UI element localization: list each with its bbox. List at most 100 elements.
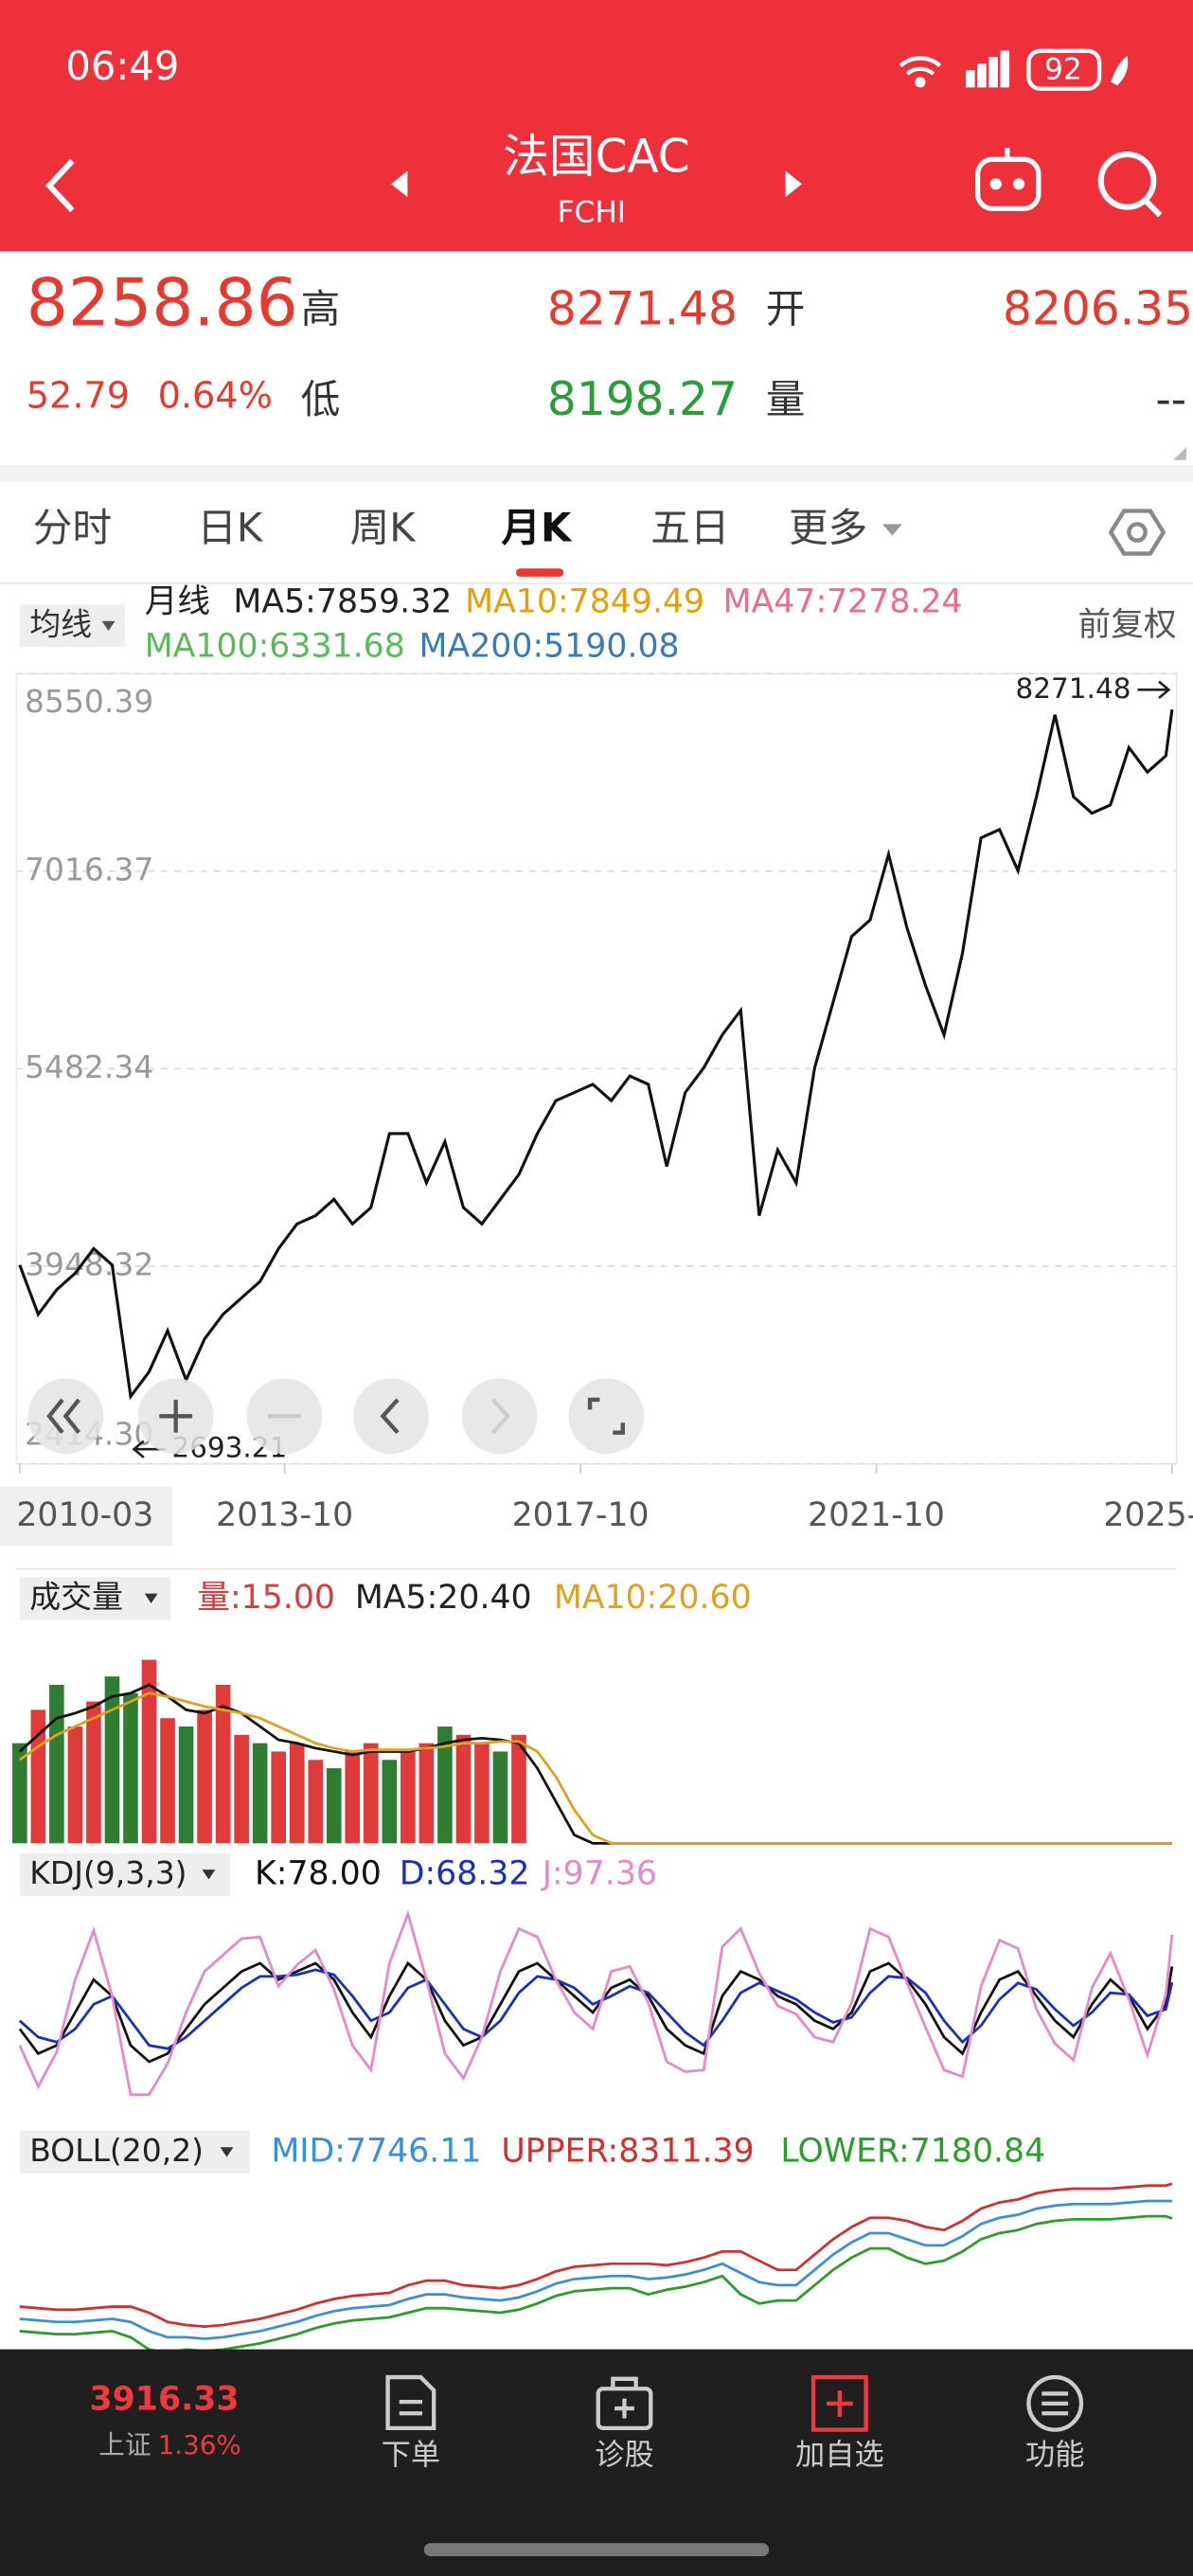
- volume-bar: [271, 1751, 286, 1844]
- volume-bar: [308, 1760, 324, 1844]
- last-price: 8258.86: [27, 265, 298, 341]
- nav-item[interactable]: 加自选: [795, 2438, 884, 2472]
- tab-active[interactable]: 月K: [501, 504, 573, 550]
- next-index[interactable]: [785, 170, 802, 198]
- volume-bar: [474, 1743, 490, 1844]
- selector-bg[interactable]: [19, 2130, 250, 2174]
- volume-bar: [141, 1659, 157, 1844]
- volume-bar: [67, 1726, 83, 1844]
- settings-button[interactable]: [1108, 509, 1166, 556]
- search-button[interactable]: [1097, 152, 1163, 218]
- volume-bar: [178, 1726, 194, 1844]
- indicator-line: [19, 2214, 1173, 2354]
- ma-item: MA200:5190.08: [419, 627, 680, 665]
- tab-bar: 分时 日K 周K 月K 五日 更多: [33, 504, 868, 550]
- control-icons: [46, 1397, 625, 1435]
- indicator-selector[interactable]: 成交量: [29, 1578, 123, 1615]
- corner-mark: [1173, 446, 1187, 460]
- tab[interactable]: 分时: [33, 504, 112, 550]
- tab[interactable]: 五日: [650, 504, 729, 550]
- nav-item[interactable]: 诊股: [595, 2438, 653, 2472]
- y-tick-label: 7016.37: [25, 850, 153, 887]
- nav-icons: [385, 2374, 1084, 2432]
- more-caret: [881, 524, 902, 536]
- x-tick-label: 2025-10: [1103, 1496, 1193, 1534]
- page-subtitle: FCHI: [558, 196, 626, 230]
- volume-bar: [289, 1743, 305, 1844]
- open-label: 开: [766, 286, 806, 332]
- arrow: [1137, 680, 1171, 700]
- volume-bar: [345, 1751, 361, 1844]
- caret: [220, 2147, 234, 2157]
- selector-bg[interactable]: [19, 1577, 171, 1620]
- volume-value: --: [1155, 374, 1186, 424]
- nav-item[interactable]: 功能: [1025, 2438, 1084, 2472]
- volume-bar: [12, 1743, 27, 1844]
- legend-item: MA10:20.60: [554, 1579, 752, 1617]
- index-name: 上证: [98, 2429, 151, 2460]
- legend-item: MA5:20.40: [355, 1579, 532, 1617]
- ma-item: MA10:7849.49: [465, 583, 704, 621]
- legend-item: J:97.36: [541, 1854, 657, 1892]
- home-indicator: [423, 2543, 770, 2557]
- high-value: 8271.48: [547, 283, 738, 336]
- page-title: 法国CAC: [503, 130, 689, 183]
- x-tick-label: 2013-10: [216, 1496, 353, 1534]
- clock: 06:49: [65, 43, 179, 89]
- ma-period: 月线: [145, 583, 210, 621]
- control[interactable]: [353, 1378, 429, 1455]
- control[interactable]: [568, 1378, 645, 1455]
- y-tick-label: 3948.32: [25, 1246, 153, 1283]
- ma-line: [19, 1691, 1172, 1845]
- ma-item: MA100:6331.68: [145, 627, 405, 665]
- legend-item: LOWER:7180.84: [780, 2132, 1045, 2170]
- volume-bar: [49, 1684, 64, 1844]
- plots: 8550.397016.375482.343948.322414.302010-…: [12, 672, 1193, 2354]
- nav-item[interactable]: 下单: [382, 2438, 440, 2472]
- volume-bar: [86, 1701, 101, 1844]
- back-button[interactable]: [45, 158, 75, 213]
- indicator-line: [19, 2182, 1173, 2328]
- high-label: 高: [301, 286, 341, 332]
- y-tick-label: 8550.39: [25, 683, 153, 720]
- price-line: [18, 708, 1174, 1401]
- volume-bar: [104, 1676, 120, 1844]
- extreme-label: 8271.48: [1016, 672, 1131, 705]
- indicator-line: [18, 1909, 1174, 2097]
- volume-bar: [511, 1734, 526, 1844]
- volume-bar: [326, 1768, 342, 1844]
- tab[interactable]: 日K: [197, 504, 264, 550]
- assistant-button[interactable]: [975, 148, 1042, 211]
- change: 52.79: [27, 375, 130, 417]
- ma-item: MA47:7278.24: [723, 583, 963, 621]
- status-icons: [899, 48, 1129, 91]
- tab-more[interactable]: 更多: [789, 504, 867, 550]
- legend-item: UPPER:8311.39: [501, 2132, 754, 2170]
- y-tick-label: 5482.34: [25, 1048, 153, 1085]
- tab[interactable]: 周K: [350, 504, 418, 550]
- volume-bar: [160, 1718, 175, 1844]
- control[interactable]: [461, 1378, 538, 1455]
- tab-indicator: [515, 568, 564, 577]
- volume-bar: [363, 1743, 379, 1844]
- battery-level: 92: [1044, 53, 1082, 87]
- selector-bg[interactable]: [19, 1852, 230, 1896]
- ma-selector[interactable]: 均线: [29, 605, 92, 642]
- ma-item: MA5:7859.32: [233, 583, 452, 621]
- legend-item: 量:15.00: [197, 1579, 335, 1617]
- bottom-nav: [0, 2349, 1193, 2576]
- low-value: 8198.27: [547, 373, 738, 426]
- indicator-selector[interactable]: KDJ(9,3,3): [29, 1854, 187, 1891]
- indicator-selector[interactable]: BOLL(20,2): [29, 2132, 204, 2169]
- prev-index[interactable]: [391, 170, 408, 198]
- caret: [101, 620, 116, 632]
- legend-item: D:68.32: [400, 1854, 530, 1892]
- legend-item: MID:7746.11: [271, 2132, 481, 2170]
- adjust-mode[interactable]: 前复权: [1078, 606, 1177, 644]
- x-label-highlight: [0, 1486, 173, 1547]
- volume-bar: [455, 1734, 472, 1844]
- volume-bar: [437, 1726, 453, 1844]
- volume-bar: [197, 1709, 212, 1844]
- index-value[interactable]: 3916.33: [90, 2380, 240, 2418]
